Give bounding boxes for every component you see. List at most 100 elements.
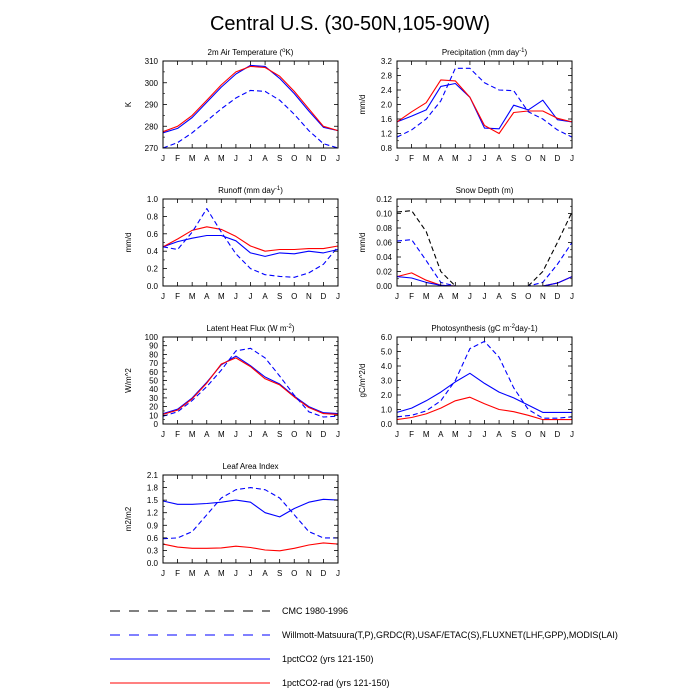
panel-title-text: ) [525, 48, 528, 57]
x-tick-label: M [218, 569, 225, 578]
y-tick-label: 1.6 [381, 115, 393, 124]
x-tick-label: N [306, 430, 312, 439]
y-axis-label: W/m^2 [124, 368, 133, 393]
x-tick-label: J [161, 430, 165, 439]
y-axis-label: mm/d [124, 233, 133, 253]
x-tick-label: A [496, 292, 502, 301]
y-tick-label: 0.8 [147, 212, 159, 221]
x-tick-label: J [483, 292, 487, 301]
x-tick-label: O [291, 154, 297, 163]
panel-title: Runoff (mm day-1) [218, 186, 283, 195]
y-tick-label: 0.10 [376, 210, 392, 219]
y-axis-label: gC/m^2/d [358, 364, 367, 398]
y-tick-label: 1.5 [147, 496, 159, 505]
y-tick-label: 3.0 [381, 377, 393, 386]
panel-title-text: day-1) [515, 324, 538, 333]
x-tick-label: M [452, 154, 459, 163]
panel-runoff-mm-day-1: Runoff (mm day-1)J F M A M J J A S O N D J0.00.20.40… [124, 186, 340, 301]
y-tick-label: 5.0 [381, 348, 393, 357]
panel-title-sup: -1 [275, 186, 281, 192]
series-line-obs [162, 347, 339, 418]
x-tick-label: J [395, 154, 399, 163]
plot-frame [162, 198, 339, 287]
x-tick-label: J [161, 292, 165, 301]
series-line-rad [162, 542, 339, 552]
series-line-rad [162, 357, 339, 415]
x-tick-label: J [570, 292, 574, 301]
x-tick-label: F [175, 292, 180, 301]
x-tick-label: A [262, 292, 268, 301]
x-tick-label: A [204, 569, 210, 578]
legend-label: 1pctCO2 (yrs 121-150) [282, 654, 374, 664]
series-line-co2 [162, 355, 339, 415]
x-tick-label: A [496, 430, 502, 439]
y-tick-label: 0.12 [376, 195, 392, 204]
x-tick-label: J [468, 154, 472, 163]
x-tick-label: A [262, 569, 268, 578]
x-tick-label: F [175, 569, 180, 578]
y-tick-label: 290 [145, 101, 159, 110]
plot-frame [396, 198, 573, 287]
y-tick-label: 40 [149, 385, 158, 394]
x-tick-label: M [423, 430, 430, 439]
panel-title-text: Leaf Area Index [222, 462, 278, 471]
y-tick-label: 80 [149, 350, 158, 359]
panel-title-sup: -1 [519, 48, 525, 54]
x-tick-label: M [218, 430, 225, 439]
y-tick-label: 1.2 [381, 130, 393, 139]
y-tick-label: 0.8 [381, 144, 393, 153]
y-tick-label: 0.6 [147, 230, 159, 239]
x-tick-label: J [234, 154, 238, 163]
legend-item-rad: 1pctCO2-rad (yrs 121-150) [110, 678, 390, 688]
y-axis-label: mm/d [358, 233, 367, 253]
panel-title-sup: o [282, 48, 286, 54]
x-tick-label: J [234, 569, 238, 578]
x-tick-label: S [277, 292, 282, 301]
panel-title-sup: -2 [287, 324, 293, 330]
y-tick-label: 0.6 [147, 534, 159, 543]
plot-frame [162, 60, 339, 149]
y-tick-label: 0.9 [147, 521, 159, 530]
x-tick-label: N [540, 430, 546, 439]
x-tick-label: M [452, 292, 459, 301]
x-tick-label: M [189, 154, 196, 163]
panel-title: Latent Heat Flux (W m-2) [206, 324, 294, 333]
x-tick-label: J [249, 292, 253, 301]
y-tick-label: 10 [149, 411, 158, 420]
y-tick-label: 0.0 [147, 282, 159, 291]
series-line-co2 [162, 64, 339, 134]
x-tick-label: M [423, 292, 430, 301]
x-tick-label: J [336, 292, 340, 301]
series-line-co2 [396, 372, 572, 413]
panel-title-text: ) [280, 186, 283, 195]
x-tick-label: F [409, 154, 414, 163]
x-tick-label: A [262, 154, 268, 163]
y-tick-label: 0.2 [147, 265, 159, 274]
y-tick-label: 0.0 [381, 420, 393, 429]
x-tick-label: J [249, 154, 253, 163]
y-tick-label: 310 [145, 57, 159, 66]
x-tick-label: N [540, 154, 546, 163]
x-tick-label: S [511, 430, 516, 439]
series-line-co2 [162, 234, 339, 257]
x-tick-label: J [234, 292, 238, 301]
y-tick-label: 1.0 [147, 195, 159, 204]
panel-title: Precipitation (mm day-1) [442, 48, 528, 57]
plot-frame [162, 336, 339, 425]
x-tick-label: J [161, 569, 165, 578]
x-tick-label: N [306, 569, 312, 578]
panel-title: 2m Air Temperature (oK) [208, 48, 294, 57]
panel-2m-air-temperature-k: 2m Air Temperature (oK)J F M A M J J A S O N D J2702… [124, 48, 340, 163]
panel-photosynthesis-gc-m-2day-1: Photosynthesis (gC m-2day-1)J F M A M J J A S O N D… [358, 324, 574, 439]
y-axis-label: K [124, 101, 133, 107]
x-tick-label: N [306, 154, 312, 163]
panel-title-text: Precipitation (mm day [442, 48, 519, 57]
x-tick-label: O [291, 569, 297, 578]
series-line-cmc [396, 210, 573, 287]
x-tick-label: S [511, 154, 516, 163]
y-tick-label: 0.08 [376, 224, 392, 233]
panel-precipitation-mm-day-1: Precipitation (mm day-1)J F M A M J J A S O N D J0.8… [358, 48, 574, 163]
x-tick-label: M [189, 430, 196, 439]
x-tick-label: J [336, 154, 340, 163]
